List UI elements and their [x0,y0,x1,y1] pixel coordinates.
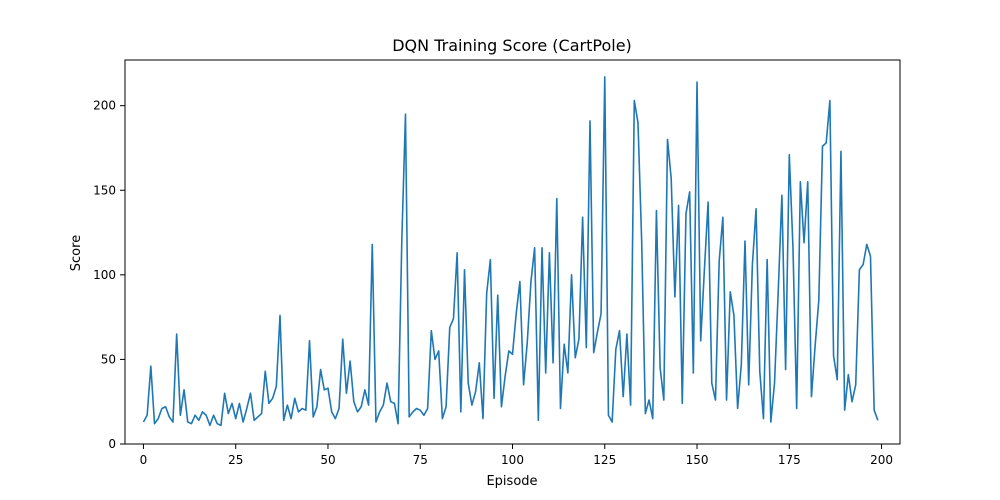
x-tick-label: 125 [593,453,616,467]
y-tick-label: 50 [101,352,116,366]
y-tick-label: 100 [93,268,116,282]
x-tick-label: 75 [413,453,428,467]
y-tick-label: 0 [108,437,116,451]
x-tick-label: 200 [870,453,893,467]
x-tick-label: 50 [320,453,335,467]
chart-title: DQN Training Score (CartPole) [392,36,632,55]
x-tick-label: 0 [140,453,148,467]
y-tick-label: 150 [93,183,116,197]
series-line-0 [142,76,879,427]
x-tick-label: 150 [686,453,709,467]
y-axis-ticks: 0 50 100 150 200 [93,99,125,451]
y-tick-label: 200 [93,99,116,113]
x-tick-label: 175 [778,453,801,467]
x-axis-ticks: 0 25 50 75 100 125 150 175 200 [140,444,893,467]
plot-area [124,59,901,445]
y-axis-label: Score [69,235,84,271]
x-tick-label: 100 [501,453,524,467]
x-axis-label: Episode [486,474,537,489]
x-tick-label: 25 [228,453,243,467]
